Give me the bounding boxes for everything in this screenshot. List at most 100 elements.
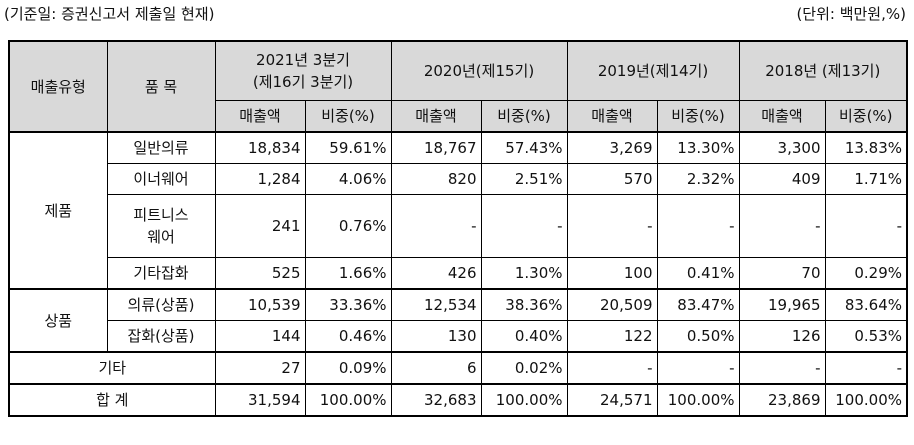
cell-value: 24,571 — [566, 383, 658, 417]
cell-value: 70 — [738, 257, 826, 290]
cell-value: 409 — [738, 163, 826, 195]
header-sales: 매출액 — [738, 100, 826, 133]
cell-value: - — [566, 351, 658, 385]
sales-breakdown-table: 매출유형 품 목 2021년 3분기 (제16기 3분기) 2020년(제15기… — [8, 40, 909, 417]
item-label: 의류(상품) — [106, 288, 216, 321]
cell-value: 2.32% — [656, 163, 740, 195]
header-period-2021q3-line1: 2021년 3분기 — [256, 51, 350, 69]
cell-value: 4.06% — [304, 163, 392, 195]
cell-value: 6 — [390, 351, 482, 385]
cell-value: - — [824, 194, 908, 258]
cell-value: 83.47% — [656, 288, 740, 321]
cell-value: 0.50% — [656, 320, 740, 353]
cell-value: - — [824, 351, 908, 385]
header-row-periods: 매출유형 품 목 2021년 3분기 (제16기 3분기) 2020년(제15기… — [8, 40, 908, 133]
table-row: 이너웨어 1,284 4.06% 820 2.51% 570 2.32% 409… — [9, 163, 908, 195]
cell-value: 83.64% — [824, 288, 908, 321]
cell-value: 100.00% — [304, 383, 392, 417]
group-label-goods: 상품 — [8, 288, 108, 353]
cell-value: 570 — [566, 163, 658, 195]
cell-value: 122 — [566, 320, 658, 353]
item-label: 이너웨어 — [106, 163, 216, 195]
cell-value: 144 — [214, 320, 306, 353]
cell-value: 0.09% — [304, 351, 392, 385]
cell-value: 0.29% — [824, 257, 908, 290]
cell-value: 32,683 — [390, 383, 482, 417]
item-label: 피트니스 웨어 — [106, 194, 216, 258]
cell-value: 0.53% — [824, 320, 908, 353]
item-label: 잡화(상품) — [106, 320, 216, 353]
header-ratio: 비중(%) — [480, 100, 568, 133]
table-row: 기타잡화 525 1.66% 426 1.30% 100 0.41% 70 0.… — [9, 257, 908, 290]
table-row-total: 합 계 31,594 100.00% 32,683 100.00% 24,571… — [8, 383, 908, 417]
cell-value: 100.00% — [480, 383, 568, 417]
cell-value: 3,269 — [566, 131, 658, 164]
cell-value: - — [738, 194, 826, 258]
cell-value: 59.61% — [304, 131, 392, 164]
cell-value: 100.00% — [824, 383, 908, 417]
cell-value: 3,300 — [738, 131, 826, 164]
cell-value: 100.00% — [656, 383, 740, 417]
cell-value: 13.30% — [656, 131, 740, 164]
cell-value: 19,965 — [738, 288, 826, 321]
cell-value: - — [656, 351, 740, 385]
cell-value: 38.36% — [480, 288, 568, 321]
cell-value: 0.02% — [480, 351, 568, 385]
cell-value: 13.83% — [824, 131, 908, 164]
header-period-2018: 2018년 (제13기) — [738, 40, 908, 101]
cell-value: 23,869 — [738, 383, 826, 417]
cell-value: 1.66% — [304, 257, 392, 290]
cell-value: 57.43% — [480, 131, 568, 164]
item-label: 기타잡화 — [106, 257, 216, 290]
item-label-line1: 피트니스 — [133, 206, 189, 224]
unit-note: (단위: 백만원,%) — [796, 5, 906, 23]
cell-value: 0.46% — [304, 320, 392, 353]
cell-value: 100 — [566, 257, 658, 290]
group-label-other: 기타 — [8, 351, 216, 385]
table-row: 상품 의류(상품) 10,539 33.36% 12,534 38.36% 20… — [8, 288, 908, 353]
header-ratio: 비중(%) — [304, 100, 392, 133]
item-label-line2: 웨어 — [147, 228, 175, 246]
header-period-2019: 2019년(제14기) — [566, 40, 740, 101]
table-row: 기타 27 0.09% 6 0.02% - - - - — [8, 351, 908, 385]
group-label-total: 합 계 — [8, 383, 216, 417]
header-sales: 매출액 — [566, 100, 658, 133]
cell-value: 525 — [214, 257, 306, 290]
header-period-2021q3-line2: (제16기 3분기) — [252, 73, 354, 91]
header-ratio: 비중(%) — [824, 100, 908, 133]
header-sales-type: 매출유형 — [8, 40, 108, 133]
cell-value: 0.40% — [480, 320, 568, 353]
cell-value: 426 — [390, 257, 482, 290]
basis-date-note: (기준일: 증권신고서 제출일 현재) — [4, 5, 215, 23]
cell-value: 31,594 — [214, 383, 306, 417]
cell-value: 18,767 — [390, 131, 482, 164]
table-row: 피트니스 웨어 241 0.76% - - - - - - — [9, 194, 908, 258]
cell-value: 1.30% — [480, 257, 568, 290]
header-period-2020: 2020년(제15기) — [390, 40, 568, 101]
header-sales: 매출액 — [214, 100, 306, 133]
cell-value: - — [390, 194, 482, 258]
header-row-metrics: 매출액 비중(%) 매출액 비중(%) 매출액 비중(%) 매출액 비중(%) — [9, 100, 908, 133]
cell-value: - — [480, 194, 568, 258]
table-row: 제품 일반의류 18,834 59.61% 18,767 57.43% 3,26… — [8, 131, 908, 290]
cell-value: 12,534 — [390, 288, 482, 321]
cell-value: 20,509 — [566, 288, 658, 321]
cell-value: 0.76% — [304, 194, 392, 258]
cell-value: 33.36% — [304, 288, 392, 321]
cell-value: 241 — [214, 194, 306, 258]
table-row: 잡화(상품) 144 0.46% 130 0.40% 122 0.50% 126… — [9, 320, 908, 353]
item-label: 일반의류 — [106, 131, 216, 164]
cell-value: 18,834 — [214, 131, 306, 164]
group-label-products: 제품 — [8, 131, 108, 290]
cell-value: 2.51% — [480, 163, 568, 195]
cell-value: - — [738, 351, 826, 385]
cell-value: 820 — [390, 163, 482, 195]
cell-value: - — [656, 194, 740, 258]
header-period-2021q3: 2021년 3분기 (제16기 3분기) — [214, 40, 392, 101]
header-ratio: 비중(%) — [656, 100, 740, 133]
cell-value: 1,284 — [214, 163, 306, 195]
header-item: 품 목 — [106, 40, 216, 133]
header-sales: 매출액 — [390, 100, 482, 133]
cell-value: - — [566, 194, 658, 258]
